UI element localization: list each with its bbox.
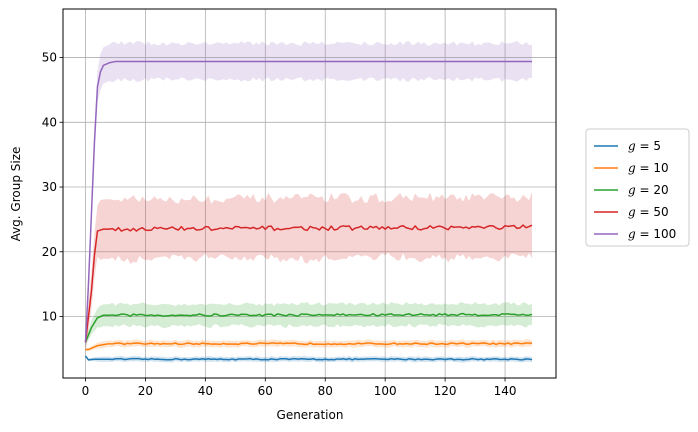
y-tick-label: 10	[42, 310, 57, 324]
plot-frame	[62, 8, 557, 379]
x-tick-label: 20	[138, 384, 153, 398]
series-line-1	[85, 342, 533, 351]
legend: g = 5 g = 10 g = 20 g = 50 g = 100	[585, 128, 690, 247]
legend-entry-label: g = 50	[628, 205, 669, 219]
legend-entry-label: g = 20	[628, 183, 669, 197]
series-line-0	[84, 355, 533, 361]
legend-box	[585, 128, 690, 247]
y-axis-label: Avg. Group Size	[9, 147, 23, 242]
y-tick-label: 30	[42, 180, 57, 194]
x-tick-label: 100	[374, 384, 397, 398]
legend-entry-label: g = 5	[628, 139, 661, 153]
confidence-bands	[85, 41, 533, 363]
axis-ticks: 0 20 40 60 80 100 120 140 10 20 30 40 50	[42, 51, 517, 398]
series-line-4	[84, 60, 533, 343]
series-band-3	[85, 192, 533, 353]
x-tick-label: 40	[198, 384, 213, 398]
series-band-2	[85, 301, 533, 347]
series-band-4	[85, 41, 533, 349]
y-tick-label: 40	[42, 115, 57, 129]
series-line-3	[84, 224, 533, 343]
legend-entry-label: g = 100	[628, 227, 676, 241]
grid	[63, 9, 556, 378]
x-tick-label: 140	[494, 384, 517, 398]
y-tick-label: 50	[42, 51, 57, 65]
series-band-1	[85, 339, 533, 352]
x-tick-label: 0	[82, 384, 90, 398]
series-lines	[84, 60, 533, 361]
y-tick-label: 20	[42, 245, 57, 259]
legend-entry-label: g = 10	[628, 161, 669, 175]
x-tick-label: 80	[318, 384, 333, 398]
x-axis-label: Generation	[277, 408, 344, 422]
series-line-2	[84, 312, 533, 343]
x-tick-label: 60	[258, 384, 273, 398]
x-tick-label: 120	[434, 384, 457, 398]
